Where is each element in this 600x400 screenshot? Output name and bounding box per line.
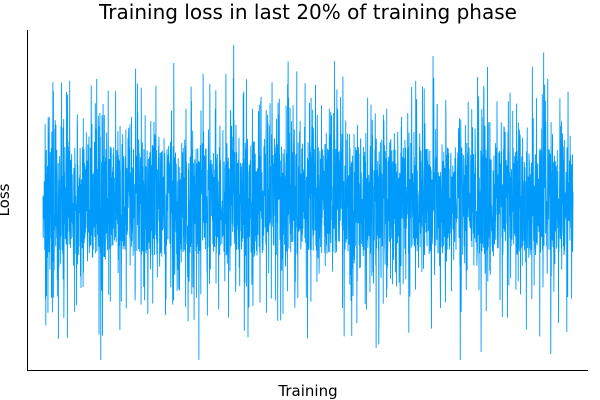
- y-axis-label: Loss: [0, 183, 13, 216]
- x-axis-label: Training: [277, 382, 337, 400]
- chart-title: Training loss in last 20% of training ph…: [98, 0, 517, 24]
- plot-area: [42, 44, 574, 360]
- series-loss-line: [42, 44, 574, 360]
